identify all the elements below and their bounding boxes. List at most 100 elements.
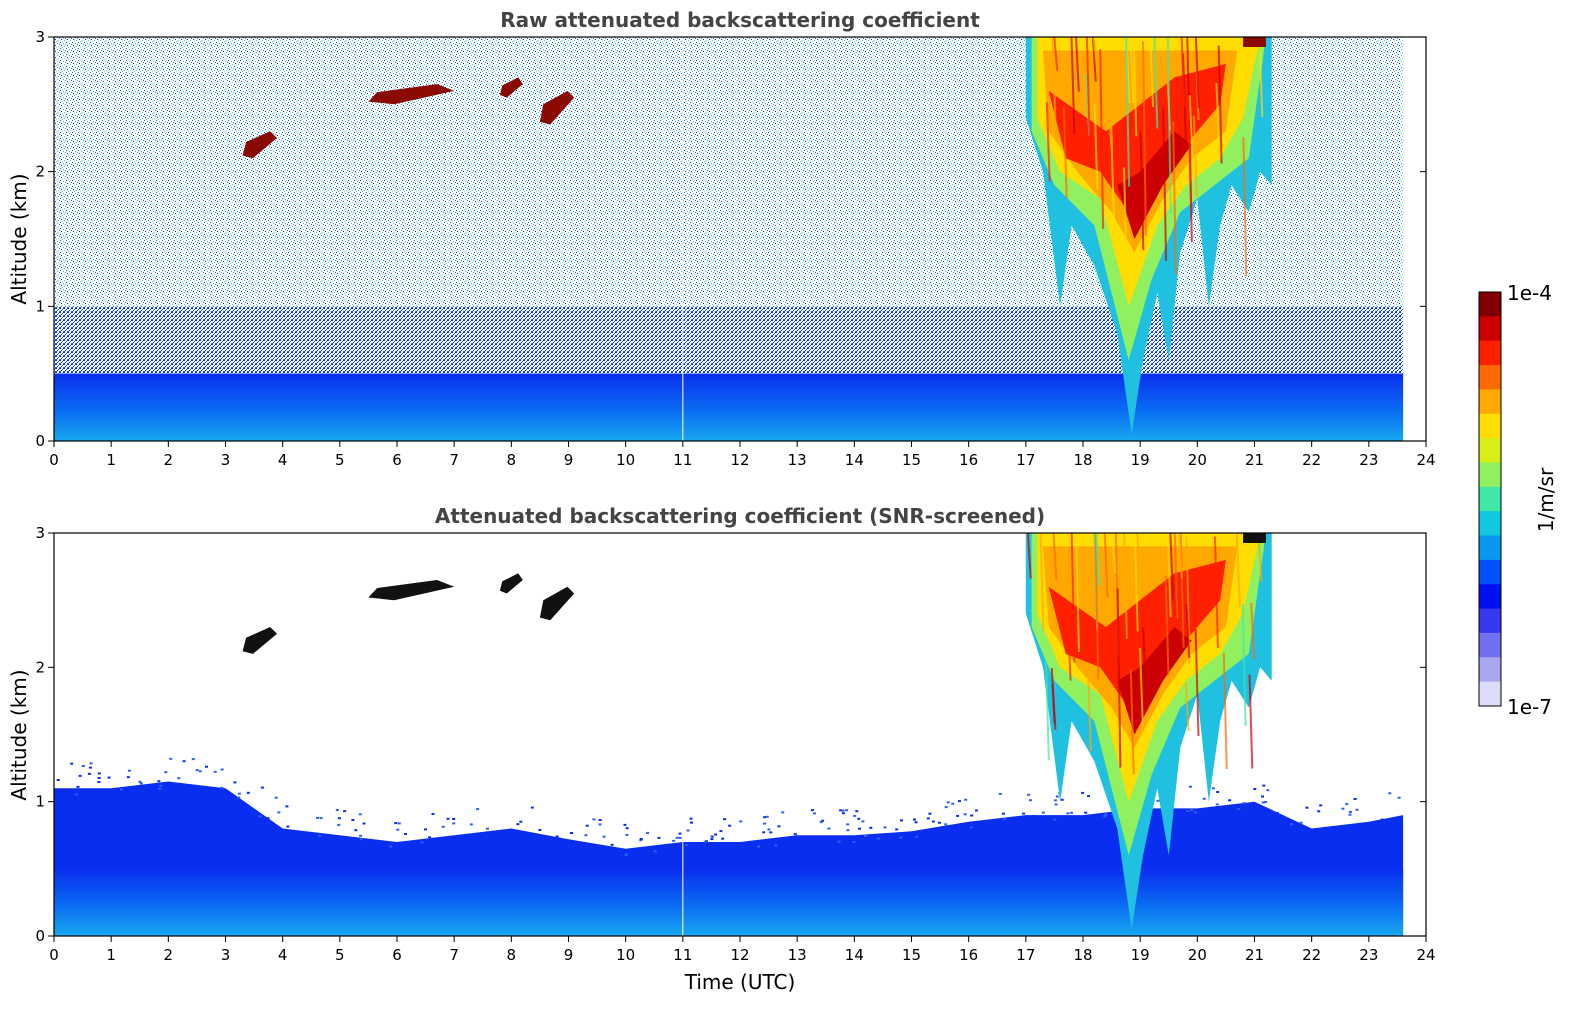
panel1-ylabel: Altitude (km) (7, 173, 31, 304)
edge-speckle (646, 831, 650, 834)
edge-speckle (895, 828, 899, 831)
edge-speckle (705, 840, 708, 842)
edge-speckle (274, 796, 278, 799)
edge-speckle (1003, 817, 1006, 820)
x-tick-label: 12 (730, 451, 749, 469)
x-tick-label: 18 (1073, 451, 1092, 469)
edge-speckle (420, 841, 424, 844)
edge-speckle (1015, 822, 1019, 825)
edge-speckle (970, 814, 974, 817)
edge-speckle (672, 839, 676, 842)
edge-speckle (486, 827, 489, 830)
edge-speckle (459, 835, 462, 838)
edge-speckle (530, 806, 534, 809)
edge-speckle (266, 817, 270, 820)
colorbar-segment (1479, 413, 1501, 439)
edge-speckle (1190, 809, 1194, 812)
colorbar-segment (1479, 559, 1501, 585)
edge-speckle (858, 827, 861, 830)
edge-speckle (1237, 808, 1241, 810)
edge-speckle (845, 809, 849, 812)
edge-speckle (233, 781, 237, 784)
x-tick-label: 11 (673, 451, 692, 469)
edge-speckle (869, 826, 873, 829)
edge-speckle (585, 824, 589, 827)
edge-speckle (177, 777, 181, 780)
edge-speckle (710, 835, 714, 838)
edge-speckle (639, 838, 643, 840)
edge-speckle (327, 834, 331, 837)
edge-speckle (1355, 808, 1359, 811)
screened-backscatter-panel: Attenuated backscattering coefficient (S… (7, 504, 1436, 994)
edge-speckle (418, 844, 422, 847)
edge-speckle (610, 843, 614, 846)
edge-speckle (337, 817, 341, 820)
colorbar: 1e-4 1e-7 1/m/sr (1478, 281, 1558, 719)
edge-speckle (861, 820, 865, 823)
x-tick-label: 17 (1016, 946, 1035, 964)
edge-speckle (1317, 810, 1321, 813)
edge-speckle (519, 820, 523, 823)
edge-speckle (956, 814, 960, 817)
edge-speckle (765, 815, 769, 818)
edge-speckle (1104, 813, 1108, 816)
cloud-2 (499, 573, 523, 594)
edge-speckle (1156, 799, 1160, 802)
edge-speckle (581, 842, 585, 845)
edge-speckle (97, 772, 101, 775)
edge-speckle (944, 806, 948, 809)
edge-speckle (913, 818, 916, 821)
x-tick-label: 0 (49, 451, 59, 469)
colorbar-segment (1479, 316, 1501, 342)
edge-speckle (857, 817, 861, 820)
edge-speckle (837, 840, 841, 843)
edge-speckle (602, 835, 606, 838)
y-tick-label: 2 (35, 163, 45, 181)
edge-speckle (739, 820, 743, 823)
edge-speckle (107, 776, 111, 779)
edge-speckle (1290, 823, 1293, 826)
panel2-xlabel: Time (UTC) (684, 970, 796, 994)
edge-speckle (623, 823, 627, 826)
x-tick-label: 5 (335, 451, 345, 469)
edge-speckle (286, 825, 290, 828)
x-tick-label: 20 (1188, 946, 1207, 964)
edge-speckle (813, 812, 816, 815)
edge-speckle (476, 808, 480, 811)
edge-speckle (119, 788, 123, 791)
edge-speckle (877, 837, 880, 840)
edge-speckle (853, 814, 857, 817)
edge-speckle (97, 777, 101, 779)
edge-speckle (157, 780, 161, 783)
edge-speckle (396, 828, 400, 831)
cloud-3 (539, 90, 575, 125)
edge-speckle (516, 823, 520, 826)
y-tick-label: 1 (35, 297, 45, 315)
colorbar-segment (1479, 292, 1501, 317)
edge-speckle (853, 835, 857, 838)
x-tick-label: 23 (1359, 946, 1378, 964)
edge-speckle (678, 832, 682, 835)
cloud-0 (242, 131, 277, 159)
edge-speckle (1053, 799, 1057, 802)
x-tick-label: 10 (616, 451, 635, 469)
x-tick-label: 16 (959, 451, 978, 469)
edge-speckle (318, 834, 322, 837)
edge-speckle (97, 781, 101, 783)
y-tick-label: 0 (35, 927, 45, 945)
x-tick-label: 4 (278, 451, 288, 469)
edge-speckle (220, 786, 224, 789)
edge-speckle (1345, 803, 1349, 806)
colorbar-segment (1479, 535, 1501, 561)
edge-speckle (926, 817, 930, 820)
cloud-1 (368, 580, 455, 601)
x-tick-label: 9 (564, 946, 574, 964)
edge-speckle (1319, 804, 1323, 807)
colorbar-segment (1479, 608, 1501, 634)
edge-speckle (1027, 793, 1031, 796)
edge-speckle (258, 815, 262, 818)
convective-cloud (1025, 532, 1272, 930)
edge-speckle (441, 825, 445, 828)
edge-speckle (841, 812, 845, 815)
edge-speckle (653, 850, 657, 853)
